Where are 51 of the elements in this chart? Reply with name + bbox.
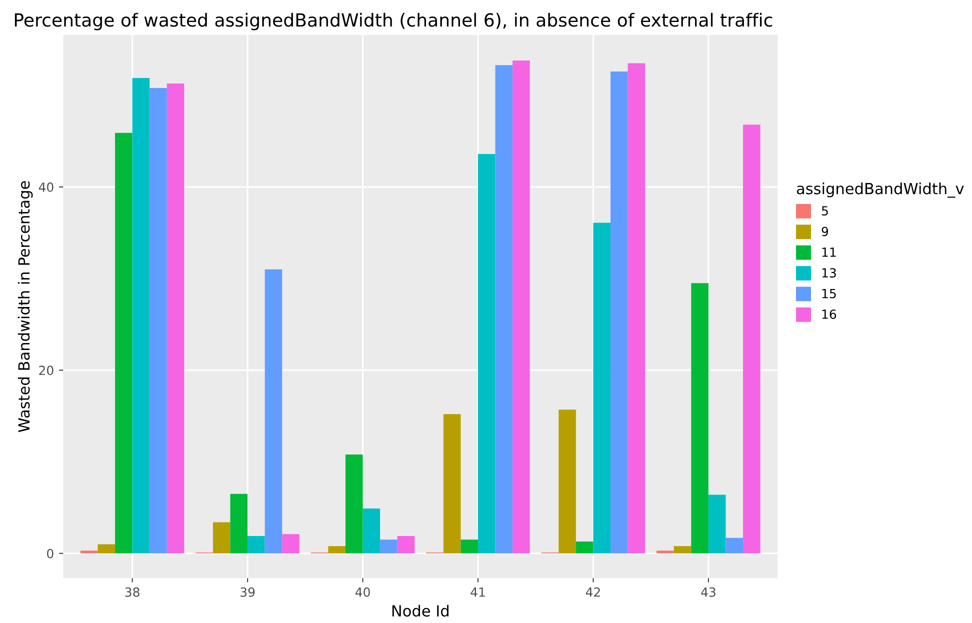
bar (726, 538, 744, 554)
bar (593, 222, 611, 554)
legend-label: 5 (822, 206, 828, 216)
bar (443, 414, 461, 554)
x-tick-label: 40 (355, 587, 370, 597)
bar (691, 283, 708, 554)
bar (380, 540, 398, 554)
bar (397, 536, 415, 554)
bar (150, 88, 167, 554)
bar (98, 544, 116, 554)
x-tick-label: 41 (470, 588, 485, 597)
bar (132, 78, 150, 554)
y-tick-label: 20 (39, 366, 54, 376)
y-axis-title: Wasted Bandwidth in Percentage (18, 181, 33, 432)
chart-title: Percentage of wasted assignedBandWidth (channel 6), in absence of external traffic (14, 12, 772, 30)
bar (478, 154, 496, 554)
bar (628, 63, 646, 554)
x-tick-label: 43 (701, 587, 716, 597)
bar (362, 508, 380, 554)
legend-label: 13 (822, 268, 836, 278)
y-tick-label: 0 (47, 548, 54, 558)
bar (708, 494, 726, 554)
bar (345, 454, 363, 554)
legend-label: 9 (822, 226, 828, 236)
x-axis-title: Node Id (392, 604, 448, 617)
bar (282, 534, 300, 554)
bar (674, 546, 692, 554)
bar (230, 494, 248, 554)
legend-title: assignedBandWidth_v (796, 182, 964, 198)
legend-label: 16 (822, 310, 836, 319)
bar (212, 522, 230, 554)
bar (460, 540, 478, 554)
y-tick-label: 40 (38, 182, 54, 192)
bar (115, 132, 132, 554)
bar (495, 65, 513, 554)
bar (576, 542, 594, 554)
bar (264, 269, 282, 554)
bar (656, 550, 674, 554)
bar (610, 72, 628, 554)
x-tick-label: 39 (240, 587, 255, 597)
x-tick-label: 38 (125, 587, 140, 597)
bar (248, 536, 265, 554)
bar (558, 410, 576, 554)
bar (512, 60, 530, 554)
bar (166, 83, 184, 554)
legend-label: 15 (822, 288, 836, 298)
legend-label: 11 (822, 248, 836, 257)
x-tick-label: 42 (586, 587, 600, 597)
bar (328, 546, 346, 554)
bar (80, 550, 98, 554)
bar (743, 124, 760, 554)
